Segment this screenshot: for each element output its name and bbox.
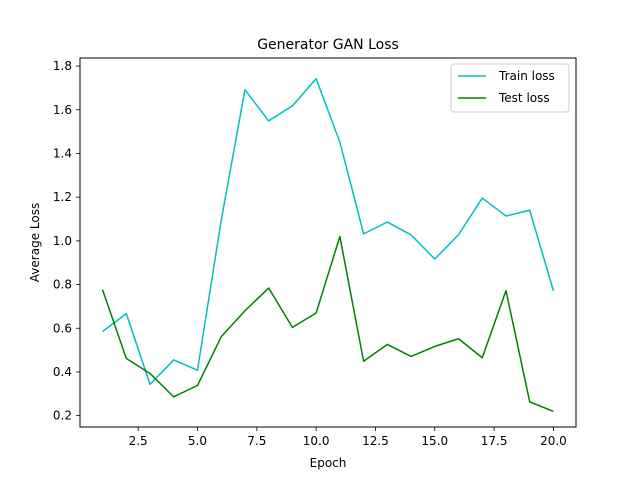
x-tick-label: 17.5 (481, 434, 508, 448)
y-tick-label: 1.4 (53, 146, 72, 160)
legend-label-2: Test loss (498, 91, 550, 105)
y-tick-label: 0.2 (53, 409, 72, 423)
x-tick-label: 2.5 (129, 434, 148, 448)
plot-lines (101, 78, 555, 413)
x-tick-label: 7.5 (247, 434, 266, 448)
legend-label-1: Train loss (498, 69, 555, 83)
x-tick-label: 20.0 (540, 434, 567, 448)
x-tick-label: 5.0 (188, 434, 207, 448)
chart-title: Generator GAN Loss (257, 37, 399, 53)
x-axis-label: Epoch (310, 456, 347, 470)
x-axis-ticks: 2.5 5.0 7.5 10.0 12.5 15.0 17.5 20.0 (129, 427, 567, 448)
x-tick-label: 10.0 (303, 434, 330, 448)
y-axis-ticks: 0.2 0.4 0.6 0.8 1.0 1.2 1.4 1.6 1.8 (53, 59, 80, 423)
y-tick-label: 0.8 (53, 278, 72, 292)
y-tick-label: 0.4 (53, 365, 72, 379)
series-line-2 (101, 235, 554, 413)
y-axis-label: Average Loss (28, 203, 42, 282)
y-tick-label: 1.6 (53, 103, 72, 117)
legend: Train loss Test loss (450, 63, 570, 113)
x-tick-label: 12.5 (362, 434, 389, 448)
y-tick-label: 0.6 (53, 321, 72, 335)
x-tick-label: 15.0 (421, 434, 448, 448)
series-line-1 (102, 78, 555, 386)
y-tick-label: 1.0 (53, 234, 72, 248)
plot-frame (79, 57, 577, 428)
y-tick-label: 1.2 (53, 190, 72, 204)
y-tick-label: 1.8 (53, 59, 72, 73)
